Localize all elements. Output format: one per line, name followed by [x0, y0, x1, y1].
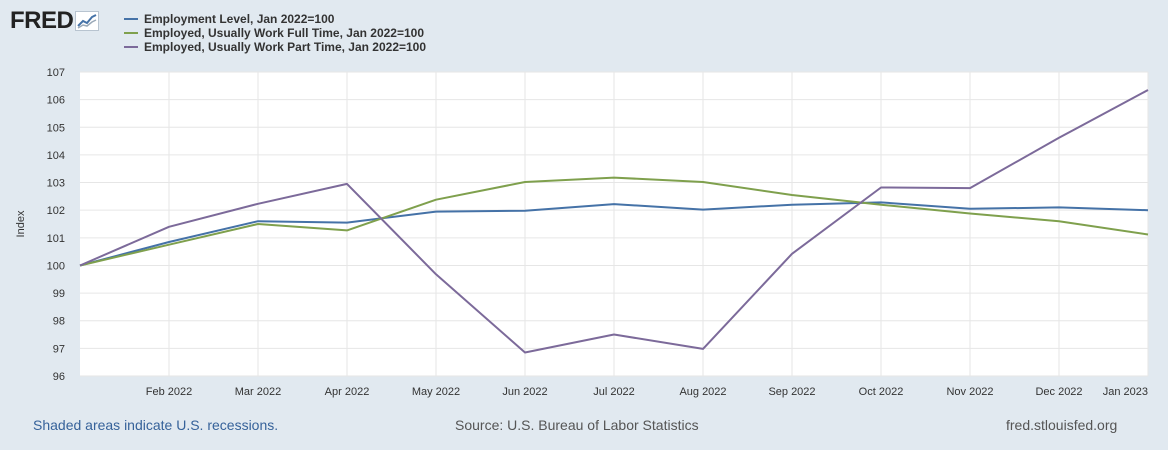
fred-url-link[interactable]: fred.stlouisfed.org: [1006, 417, 1118, 433]
y-tick-label: 100: [47, 260, 65, 272]
series-line-part-time[interactable]: [79, 89, 1149, 354]
line-chart: 96 97 98 99 100 101 102 103 104 105 106 107 Feb 202…: [15, 67, 1151, 398]
data-point[interactable]: [878, 185, 884, 191]
fred-chart-icon: [75, 11, 100, 31]
data-point[interactable]: [344, 227, 350, 233]
data-point[interactable]: [522, 179, 528, 185]
y-tick-label: 102: [47, 205, 65, 217]
data-point[interactable]: [344, 181, 350, 187]
y-tick-label: 103: [47, 178, 65, 190]
data-point[interactable]: [967, 185, 973, 191]
x-tick-label: Jun 2022: [502, 386, 547, 398]
x-tick-label: Oct 2022: [859, 386, 904, 398]
data-point[interactable]: [611, 201, 617, 207]
data-point[interactable]: [433, 271, 439, 277]
data-point[interactable]: [77, 262, 83, 268]
chart-header: FRED Employment Level, Jan 2022=100 Empl…: [0, 0, 1168, 66]
data-point[interactable]: [344, 220, 350, 226]
fred-logo-text: FRED: [10, 7, 74, 34]
y-tick-label: 97: [53, 343, 65, 355]
data-point[interactable]: [255, 221, 261, 227]
data-point[interactable]: [522, 350, 528, 356]
x-tick-label: Jan 2023: [1103, 386, 1148, 398]
x-tick-label: Feb 2022: [146, 386, 192, 398]
data-point[interactable]: [255, 201, 261, 207]
x-tick-label: Aug 2022: [679, 386, 726, 398]
data-point[interactable]: [611, 332, 617, 338]
y-tick-label: 105: [47, 122, 65, 134]
data-point[interactable]: [878, 202, 884, 208]
data-point[interactable]: [967, 210, 973, 216]
chart-footer: Shaded areas indicate U.S. recessions. S…: [0, 414, 1168, 438]
legend-item-part-time[interactable]: Employed, Usually Work Part Time, Jan 20…: [124, 40, 426, 54]
legend-item-full-time[interactable]: Employed, Usually Work Full Time, Jan 20…: [124, 26, 426, 40]
data-point[interactable]: [789, 251, 795, 257]
data-point[interactable]: [1056, 135, 1062, 141]
data-point[interactable]: [789, 192, 795, 198]
data-point[interactable]: [1145, 232, 1151, 238]
x-tick-label: Dec 2022: [1035, 386, 1082, 398]
legend-label: Employed, Usually Work Part Time, Jan 20…: [144, 40, 427, 54]
x-tick-label: Sep 2022: [768, 386, 815, 398]
data-point[interactable]: [1145, 207, 1151, 213]
data-point[interactable]: [1056, 204, 1062, 210]
x-tick-label: May 2022: [412, 386, 460, 398]
y-tick-label: 107: [47, 67, 65, 79]
data-point[interactable]: [433, 197, 439, 203]
data-point[interactable]: [700, 346, 706, 352]
legend-item-employment-level[interactable]: Employment Level, Jan 2022=100: [124, 12, 426, 26]
legend-swatch-full-time: [124, 32, 138, 34]
series-line-employment-level[interactable]: [79, 201, 1149, 267]
data-source: Source: U.S. Bureau of Labor Statistics: [455, 417, 699, 433]
y-tick-label: 99: [53, 288, 65, 300]
data-point[interactable]: [522, 208, 528, 214]
data-point[interactable]: [611, 175, 617, 181]
data-point[interactable]: [1145, 87, 1151, 93]
y-tick-label: 96: [53, 371, 65, 383]
data-point[interactable]: [166, 224, 172, 230]
data-point[interactable]: [166, 242, 172, 248]
x-tick-label: Nov 2022: [946, 386, 993, 398]
series-line-full-time[interactable]: [79, 176, 1149, 267]
chart-legend: Employment Level, Jan 2022=100 Employed,…: [124, 12, 426, 54]
x-tick-label: Apr 2022: [325, 386, 370, 398]
data-point[interactable]: [789, 202, 795, 208]
recession-note: Shaded areas indicate U.S. recessions.: [33, 417, 279, 433]
data-point[interactable]: [700, 179, 706, 185]
y-tick-label: 104: [47, 150, 65, 162]
data-point[interactable]: [700, 207, 706, 213]
y-tick-label: 98: [53, 316, 65, 328]
legend-swatch-part-time: [124, 46, 138, 48]
fred-logo[interactable]: FRED: [10, 7, 100, 34]
legend-swatch-employment-level: [124, 18, 138, 20]
x-tick-label: Jul 2022: [593, 386, 635, 398]
y-tick-label: 101: [47, 233, 65, 245]
data-point[interactable]: [1056, 218, 1062, 224]
data-point[interactable]: [433, 209, 439, 215]
y-tick-label: 106: [47, 95, 65, 107]
x-tick-label: Mar 2022: [235, 386, 281, 398]
legend-label: Employed, Usually Work Full Time, Jan 20…: [144, 26, 425, 40]
legend-label: Employment Level, Jan 2022=100: [144, 12, 335, 26]
y-axis-title: Index: [15, 210, 27, 237]
